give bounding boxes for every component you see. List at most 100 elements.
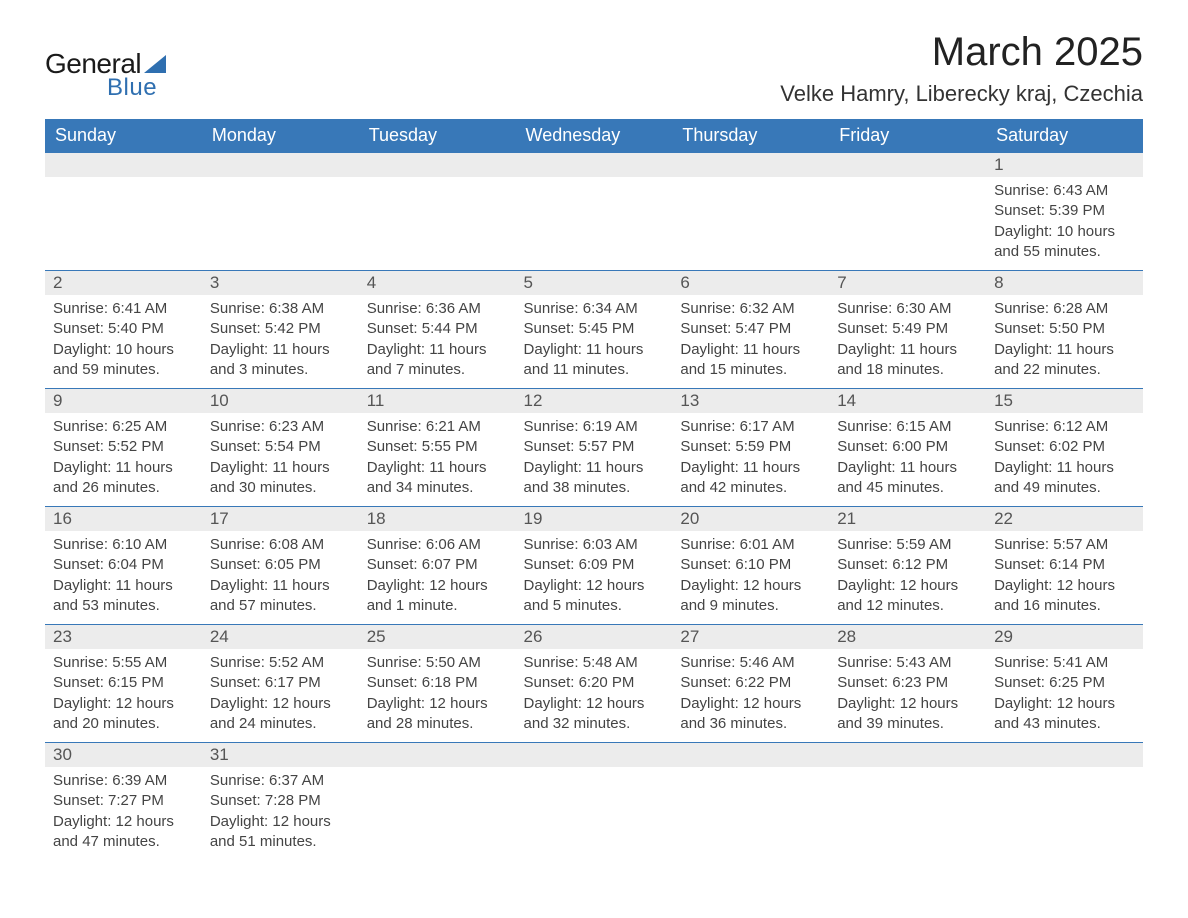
sunrise-line: Sunrise: 5:50 AM xyxy=(367,653,508,673)
sunrise-line: Sunrise: 5:55 AM xyxy=(53,653,194,673)
day-number: 3 xyxy=(202,271,359,295)
weekday-header: Friday xyxy=(829,119,986,153)
daylight-line: Daylight: 10 hours and 59 minutes. xyxy=(53,340,194,381)
sunset-line: Sunset: 6:15 PM xyxy=(53,673,194,693)
day-body: Sunrise: 6:28 AMSunset: 5:50 PMDaylight:… xyxy=(986,295,1143,388)
day-number: 22 xyxy=(986,507,1143,531)
day-number: 17 xyxy=(202,507,359,531)
day-number: 1 xyxy=(986,153,1143,177)
day-number: 19 xyxy=(516,507,673,531)
day-number xyxy=(202,153,359,177)
day-number: 9 xyxy=(45,389,202,413)
calendar-day-cell: 16Sunrise: 6:10 AMSunset: 6:04 PMDayligh… xyxy=(45,507,202,625)
sunrise-line: Sunrise: 6:10 AM xyxy=(53,535,194,555)
calendar-day-cell: 20Sunrise: 6:01 AMSunset: 6:10 PMDayligh… xyxy=(672,507,829,625)
sunrise-line: Sunrise: 6:28 AM xyxy=(994,299,1135,319)
calendar-day-cell xyxy=(202,153,359,271)
daylight-line: Daylight: 11 hours and 3 minutes. xyxy=(210,340,351,381)
day-body xyxy=(359,177,516,255)
day-body: Sunrise: 6:15 AMSunset: 6:00 PMDaylight:… xyxy=(829,413,986,506)
calendar-day-cell: 11Sunrise: 6:21 AMSunset: 5:55 PMDayligh… xyxy=(359,389,516,507)
day-number: 16 xyxy=(45,507,202,531)
day-number: 29 xyxy=(986,625,1143,649)
page-header: General Blue March 2025 Velke Hamry, Lib… xyxy=(45,30,1143,107)
sunrise-line: Sunrise: 5:43 AM xyxy=(837,653,978,673)
sunset-line: Sunset: 6:25 PM xyxy=(994,673,1135,693)
day-body: Sunrise: 6:10 AMSunset: 6:04 PMDaylight:… xyxy=(45,531,202,624)
daylight-line: Daylight: 12 hours and 32 minutes. xyxy=(524,694,665,735)
daylight-line: Daylight: 11 hours and 57 minutes. xyxy=(210,576,351,617)
daylight-line: Daylight: 11 hours and 49 minutes. xyxy=(994,458,1135,499)
sunrise-line: Sunrise: 5:41 AM xyxy=(994,653,1135,673)
daylight-line: Daylight: 12 hours and 47 minutes. xyxy=(53,812,194,853)
calendar-table: SundayMondayTuesdayWednesdayThursdayFrid… xyxy=(45,119,1143,860)
daylight-line: Daylight: 11 hours and 11 minutes. xyxy=(524,340,665,381)
weekday-header: Wednesday xyxy=(516,119,673,153)
logo-text-blue: Blue xyxy=(107,74,157,102)
calendar-day-cell: 29Sunrise: 5:41 AMSunset: 6:25 PMDayligh… xyxy=(986,625,1143,743)
weekday-header: Sunday xyxy=(45,119,202,153)
day-number xyxy=(829,743,986,767)
day-number: 15 xyxy=(986,389,1143,413)
calendar-day-cell: 8Sunrise: 6:28 AMSunset: 5:50 PMDaylight… xyxy=(986,271,1143,389)
sunset-line: Sunset: 6:23 PM xyxy=(837,673,978,693)
day-body xyxy=(359,767,516,845)
sunrise-line: Sunrise: 6:39 AM xyxy=(53,771,194,791)
day-number: 7 xyxy=(829,271,986,295)
sunrise-line: Sunrise: 6:36 AM xyxy=(367,299,508,319)
sunset-line: Sunset: 6:00 PM xyxy=(837,437,978,457)
daylight-line: Daylight: 11 hours and 38 minutes. xyxy=(524,458,665,499)
day-body xyxy=(516,177,673,255)
day-body: Sunrise: 6:41 AMSunset: 5:40 PMDaylight:… xyxy=(45,295,202,388)
sunset-line: Sunset: 5:55 PM xyxy=(367,437,508,457)
day-number xyxy=(45,153,202,177)
weekday-header: Thursday xyxy=(672,119,829,153)
daylight-line: Daylight: 11 hours and 7 minutes. xyxy=(367,340,508,381)
calendar-day-cell: 31Sunrise: 6:37 AMSunset: 7:28 PMDayligh… xyxy=(202,743,359,861)
day-number: 10 xyxy=(202,389,359,413)
daylight-line: Daylight: 12 hours and 20 minutes. xyxy=(53,694,194,735)
day-body: Sunrise: 6:36 AMSunset: 5:44 PMDaylight:… xyxy=(359,295,516,388)
day-number: 12 xyxy=(516,389,673,413)
day-body: Sunrise: 6:43 AMSunset: 5:39 PMDaylight:… xyxy=(986,177,1143,270)
calendar-day-cell: 6Sunrise: 6:32 AMSunset: 5:47 PMDaylight… xyxy=(672,271,829,389)
sunrise-line: Sunrise: 6:08 AM xyxy=(210,535,351,555)
sunset-line: Sunset: 6:02 PM xyxy=(994,437,1135,457)
sunset-line: Sunset: 6:14 PM xyxy=(994,555,1135,575)
calendar-day-cell xyxy=(516,743,673,861)
calendar-day-cell: 4Sunrise: 6:36 AMSunset: 5:44 PMDaylight… xyxy=(359,271,516,389)
sunrise-line: Sunrise: 6:12 AM xyxy=(994,417,1135,437)
day-number xyxy=(672,743,829,767)
daylight-line: Daylight: 11 hours and 26 minutes. xyxy=(53,458,194,499)
day-number: 24 xyxy=(202,625,359,649)
daylight-line: Daylight: 12 hours and 43 minutes. xyxy=(994,694,1135,735)
day-number: 13 xyxy=(672,389,829,413)
calendar-day-cell xyxy=(45,153,202,271)
day-body: Sunrise: 6:06 AMSunset: 6:07 PMDaylight:… xyxy=(359,531,516,624)
month-title: March 2025 xyxy=(780,30,1143,75)
sunset-line: Sunset: 6:22 PM xyxy=(680,673,821,693)
day-number: 25 xyxy=(359,625,516,649)
day-body: Sunrise: 5:41 AMSunset: 6:25 PMDaylight:… xyxy=(986,649,1143,742)
logo-arrow-icon xyxy=(144,55,166,73)
sunrise-line: Sunrise: 6:38 AM xyxy=(210,299,351,319)
calendar-week-row: 9Sunrise: 6:25 AMSunset: 5:52 PMDaylight… xyxy=(45,389,1143,507)
sunset-line: Sunset: 6:04 PM xyxy=(53,555,194,575)
day-body: Sunrise: 6:23 AMSunset: 5:54 PMDaylight:… xyxy=(202,413,359,506)
day-number: 6 xyxy=(672,271,829,295)
day-body xyxy=(45,177,202,255)
sunrise-line: Sunrise: 6:30 AM xyxy=(837,299,978,319)
sunset-line: Sunset: 7:28 PM xyxy=(210,791,351,811)
calendar-day-cell xyxy=(516,153,673,271)
day-number: 4 xyxy=(359,271,516,295)
sunset-line: Sunset: 5:50 PM xyxy=(994,319,1135,339)
day-body: Sunrise: 6:01 AMSunset: 6:10 PMDaylight:… xyxy=(672,531,829,624)
title-block: March 2025 Velke Hamry, Liberecky kraj, … xyxy=(780,30,1143,107)
daylight-line: Daylight: 11 hours and 42 minutes. xyxy=(680,458,821,499)
calendar-day-cell: 9Sunrise: 6:25 AMSunset: 5:52 PMDaylight… xyxy=(45,389,202,507)
day-number: 23 xyxy=(45,625,202,649)
sunrise-line: Sunrise: 6:41 AM xyxy=(53,299,194,319)
daylight-line: Daylight: 12 hours and 12 minutes. xyxy=(837,576,978,617)
day-number: 8 xyxy=(986,271,1143,295)
calendar-day-cell: 3Sunrise: 6:38 AMSunset: 5:42 PMDaylight… xyxy=(202,271,359,389)
